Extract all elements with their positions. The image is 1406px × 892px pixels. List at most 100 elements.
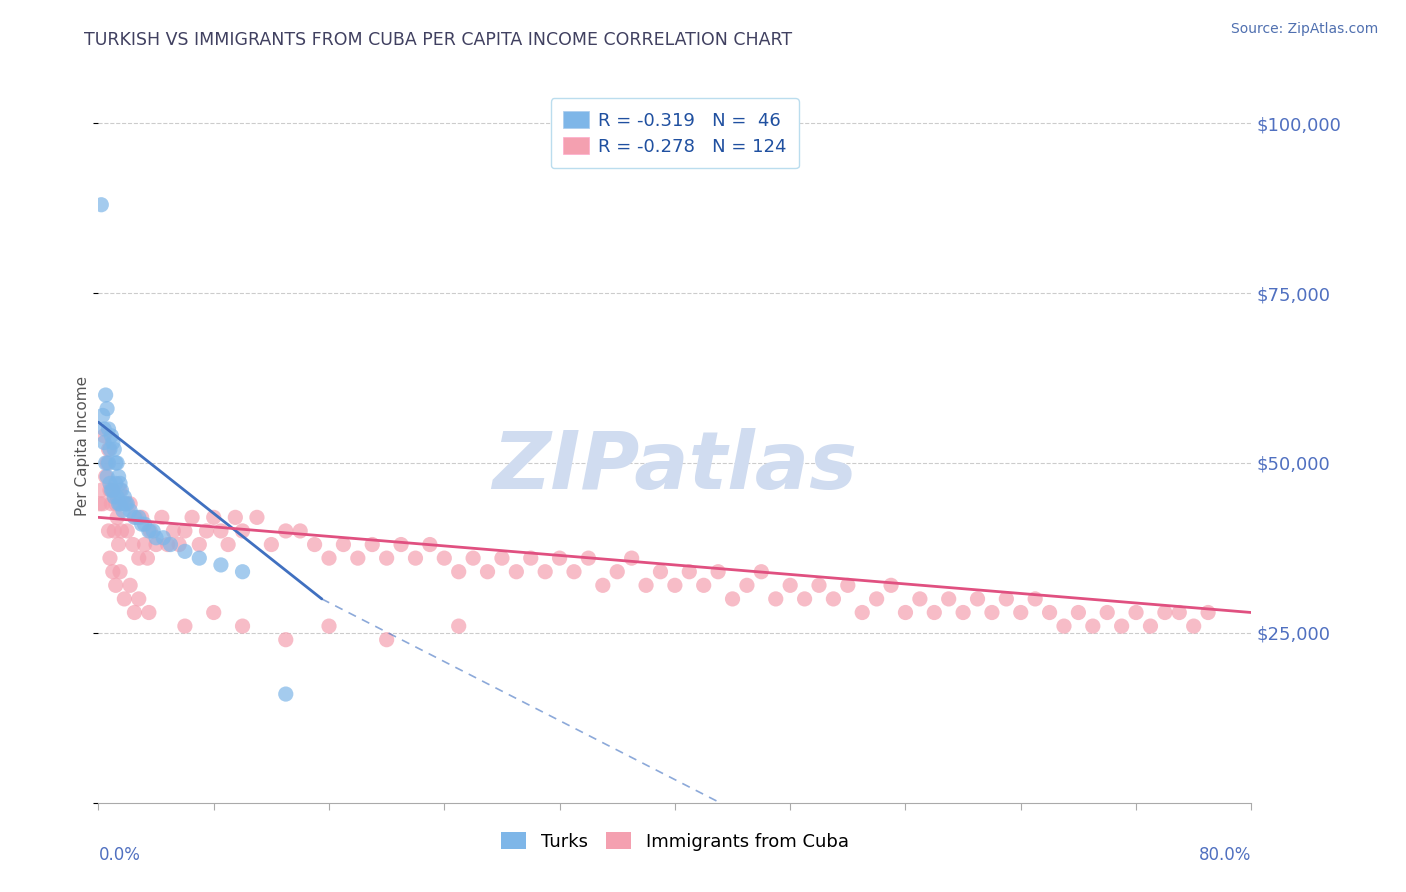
Point [1067,606,1090,620]
Point [104,497,127,511]
Point [650,565,672,579]
Point [548,551,571,566]
Point [231,565,254,579]
Point [96,456,118,470]
Point [124,510,146,524]
Point [111,503,134,517]
Point [98,483,121,498]
Point [120,503,142,517]
Point [98,551,121,566]
Point [93,429,115,443]
Point [246,510,269,524]
Point [162,524,184,538]
Point [94,456,117,470]
Point [209,558,232,572]
Point [104,476,127,491]
Point [152,531,174,545]
Text: 80.0%: 80.0% [1199,846,1251,863]
Point [108,565,131,579]
Point [101,483,124,498]
Point [104,456,127,470]
Point [93,435,115,450]
Point [131,510,153,524]
Point [318,619,340,633]
Point [131,517,153,532]
Point [606,565,628,579]
Point [122,537,145,551]
Point [981,606,1004,620]
Point [138,606,160,620]
Point [128,591,150,606]
Point [217,537,239,551]
Point [1097,606,1119,620]
Point [1053,619,1076,633]
Point [107,469,129,483]
Point [103,490,125,504]
Point [1111,619,1133,633]
Legend: Turks, Immigrants from Cuba: Turks, Immigrants from Cuba [494,825,856,858]
Point [274,687,297,701]
Point [90,198,112,212]
Point [128,510,150,524]
Point [1125,606,1147,620]
Point [461,551,484,566]
Point [139,524,162,538]
Point [134,517,156,532]
Point [735,578,758,592]
Point [491,551,513,566]
Point [851,606,873,620]
Point [433,551,456,566]
Point [721,591,744,606]
Point [94,469,117,483]
Point [110,483,132,498]
Point [361,537,384,551]
Point [332,537,354,551]
Point [167,537,190,551]
Point [1197,606,1219,620]
Point [138,524,160,538]
Point [1182,619,1205,633]
Point [274,632,297,647]
Point [1081,619,1104,633]
Point [202,510,225,524]
Point [447,619,470,633]
Point [120,578,142,592]
Text: ZIPatlas: ZIPatlas [492,428,858,507]
Point [966,591,988,606]
Point [110,524,132,538]
Point [693,578,716,592]
Point [174,524,197,538]
Point [866,591,889,606]
Point [375,551,398,566]
Point [107,537,129,551]
Point [793,591,815,606]
Point [592,578,614,592]
Point [174,619,197,633]
Y-axis label: Per Capita Income: Per Capita Income [75,376,90,516]
Point [837,578,859,592]
Text: Source: ZipAtlas.com: Source: ZipAtlas.com [1230,22,1378,37]
Point [134,537,156,551]
Point [101,435,124,450]
Point [209,524,232,538]
Point [224,510,246,524]
Point [304,537,326,551]
Point [678,565,700,579]
Point [117,497,139,511]
Point [108,476,131,491]
Point [562,565,585,579]
Point [117,524,139,538]
Point [145,537,167,551]
Point [174,544,197,558]
Point [707,565,730,579]
Point [578,551,600,566]
Point [97,422,120,436]
Point [389,537,412,551]
Point [91,497,114,511]
Point [447,565,470,579]
Point [128,551,150,566]
Point [1139,619,1161,633]
Point [188,551,211,566]
Point [952,606,974,620]
Point [100,497,122,511]
